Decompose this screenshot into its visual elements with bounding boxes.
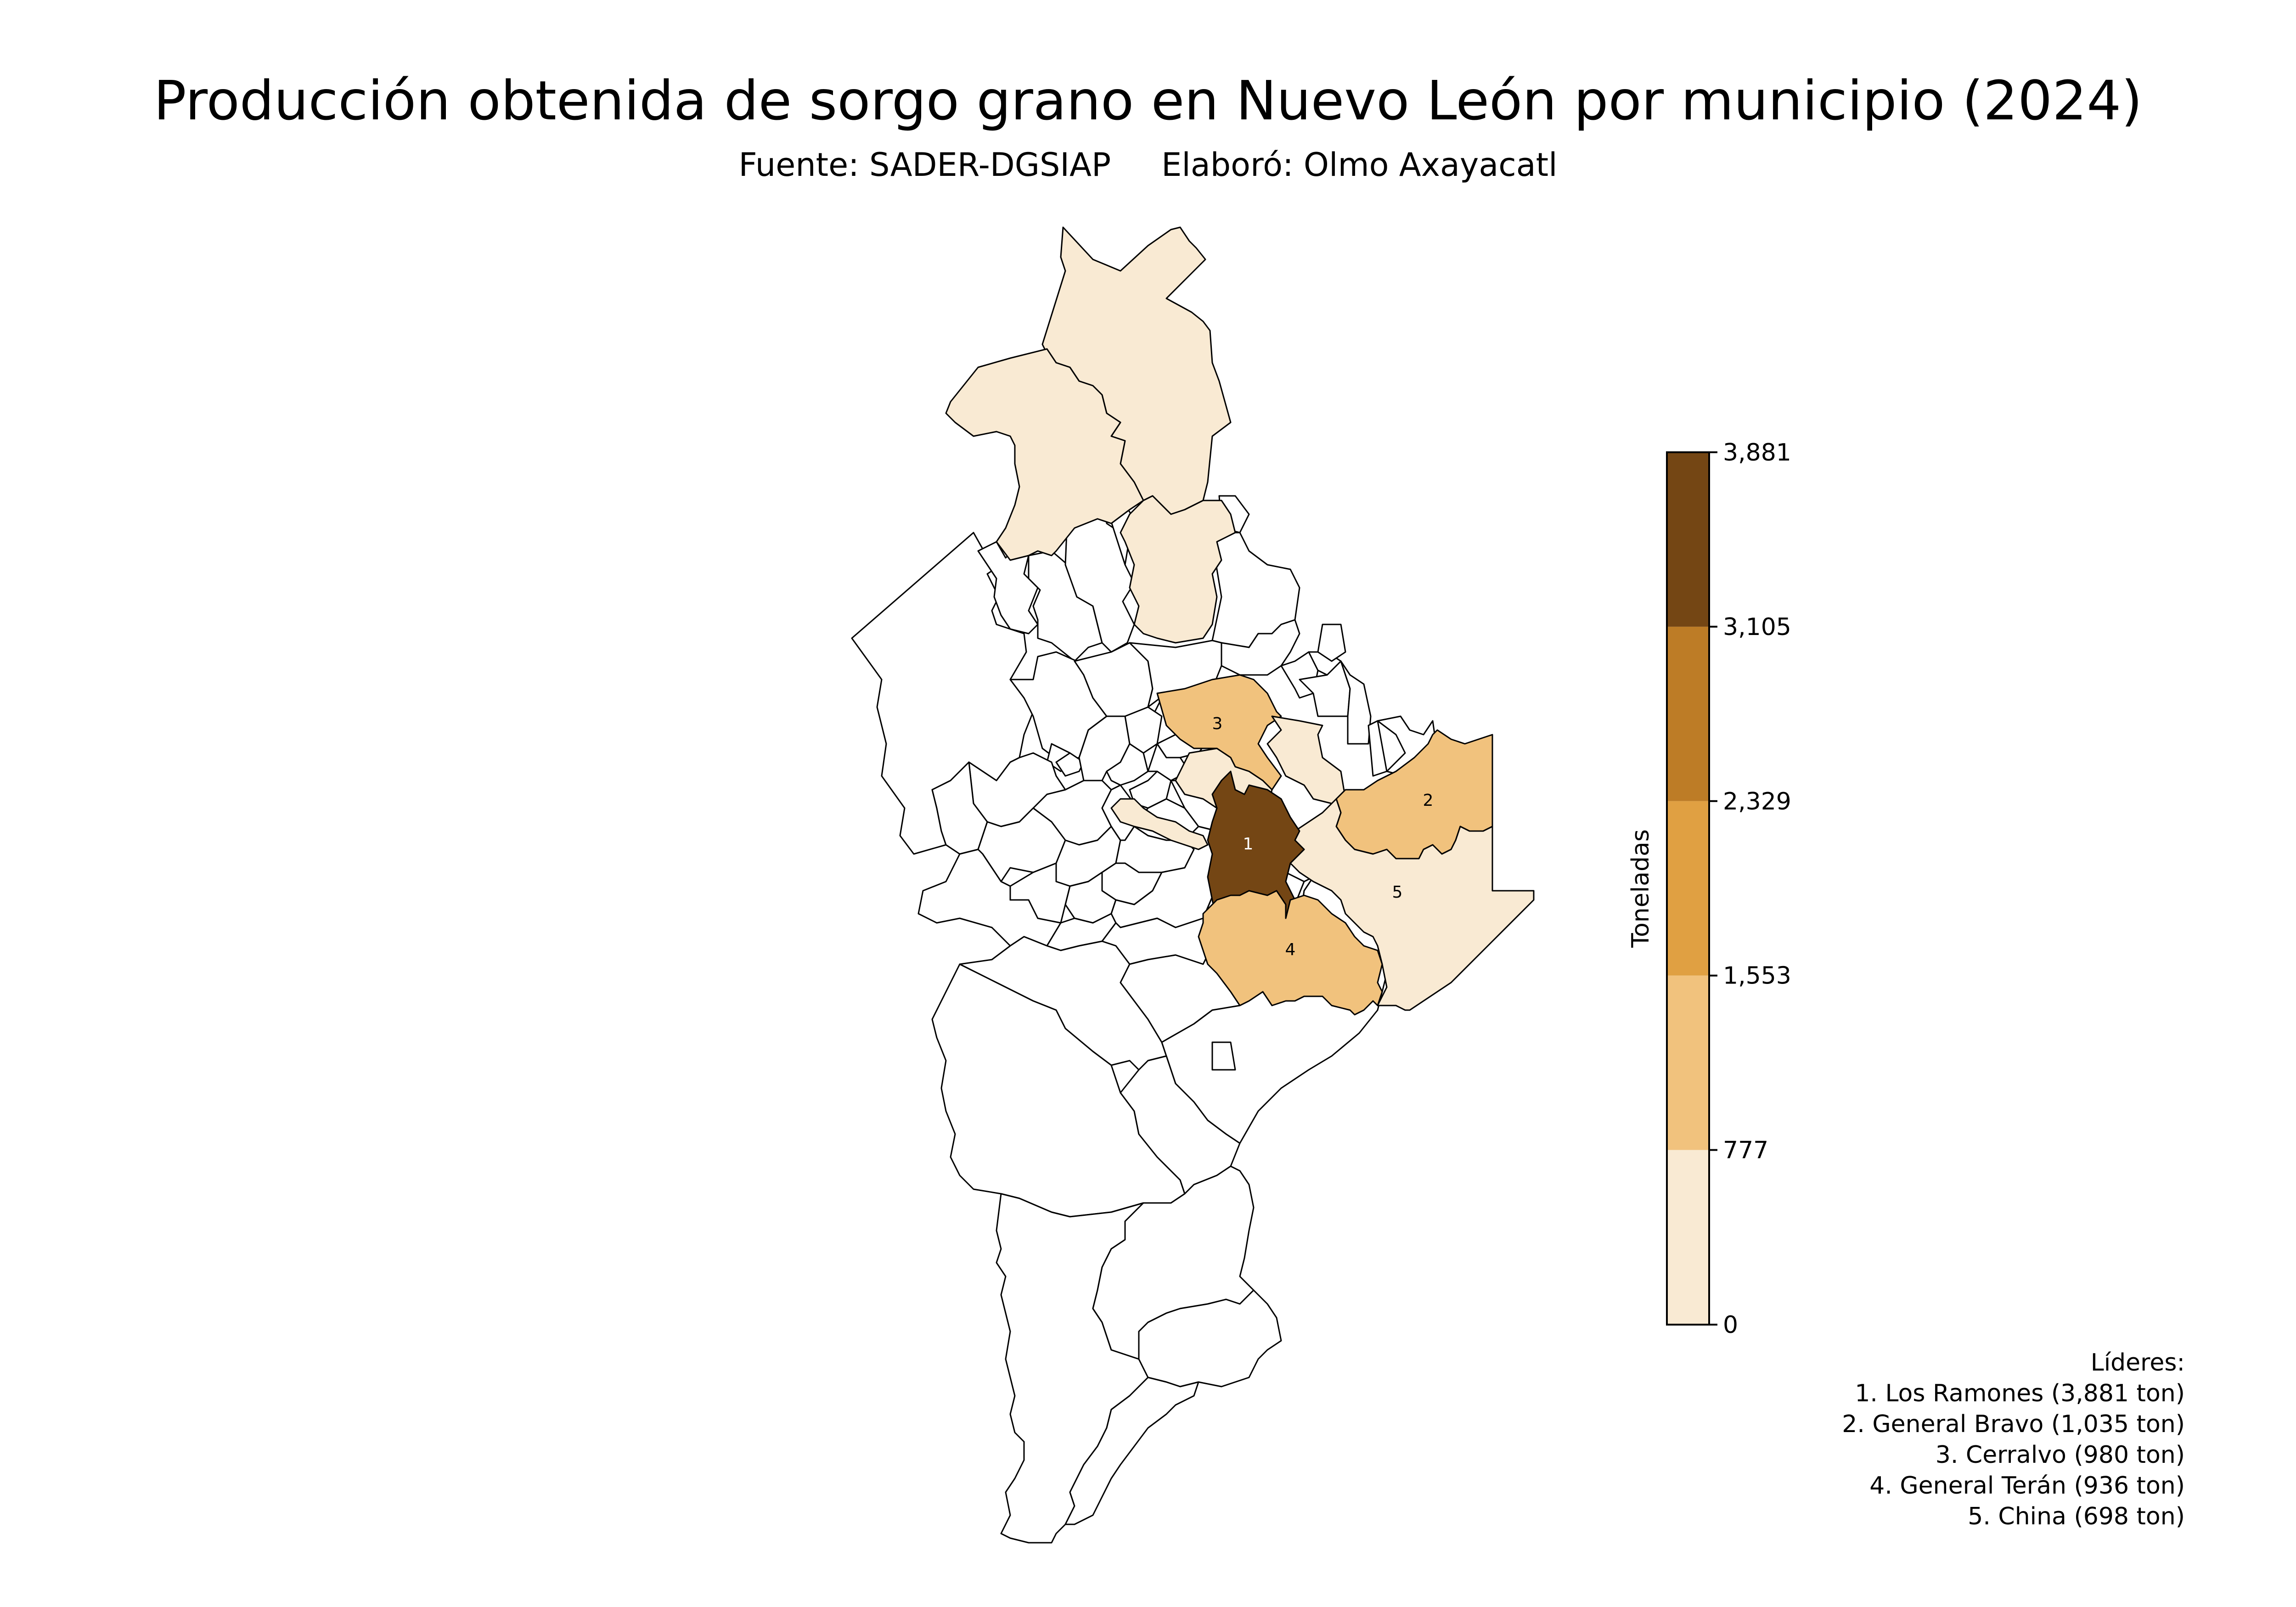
colorbar-tick-label: 3,881 — [1723, 439, 1791, 466]
leader-item: 2. General Bravo (1,035 ton) — [1842, 1410, 2185, 1438]
leader-item: 3. Cerralvo (980 ton) — [1935, 1441, 2185, 1469]
municipality-area — [1317, 624, 1346, 662]
rank-label: 1 — [1243, 835, 1254, 854]
map-title: Producción obtenida de sorgo grano en Nu… — [153, 69, 2143, 132]
colorbar-tick-label: 0 — [1723, 1311, 1738, 1339]
municipality-cerralvo — [1156, 674, 1282, 791]
municipality-general-teran — [1198, 890, 1383, 1016]
colorbar-segment — [1667, 626, 1709, 801]
leaders-heading: Líderes: — [2090, 1349, 2185, 1377]
colorbar-segment — [1667, 1150, 1709, 1325]
colorbar-frame — [1666, 451, 1710, 1326]
rank-label: 4 — [1285, 940, 1296, 959]
municipality-cienega-de-flores — [1110, 798, 1209, 850]
leader-item: 1. Los Ramones (3,881 ton) — [1855, 1380, 2185, 1407]
colorbar-tick-label: 777 — [1723, 1137, 1768, 1164]
leader-item: 4. General Terán (936 ton) — [1869, 1472, 2185, 1500]
map-subtitle: Fuente: SADER-DGSIAP Elaboró: Olmo Axayac… — [0, 146, 2296, 184]
municipality-area — [1340, 660, 1372, 745]
colorbar-segment — [1667, 801, 1709, 976]
colorbar-tick-label: 1,553 — [1723, 962, 1791, 990]
municipality-area — [1120, 1055, 1241, 1195]
municipality-area — [1377, 720, 1406, 772]
author-credit: Elaboró: Olmo Axayacatl — [1161, 146, 1558, 184]
source-credit: Fuente: SADER-DGSIAP — [738, 146, 1111, 184]
rank-label: 5 — [1392, 883, 1403, 902]
colorbar-label: Toneladas — [1627, 829, 1654, 948]
municipality-area — [1064, 1377, 1199, 1525]
leader-item: 5. China (698 ton) — [1968, 1503, 2185, 1530]
municipality-area — [1009, 862, 1071, 924]
colorbar-tick-label: 3,105 — [1723, 613, 1791, 641]
rank-label: 3 — [1212, 714, 1223, 733]
colorbar-segment — [1667, 975, 1709, 1150]
municipality-lampazos — [945, 348, 1144, 561]
municipality-area — [1211, 1041, 1236, 1071]
municipality-sabinas-hidalgo — [1120, 495, 1236, 644]
rank-label: 2 — [1423, 791, 1434, 810]
colorbar-segment — [1667, 452, 1709, 627]
colorbar-tick-label: 2,329 — [1723, 788, 1791, 815]
leaders-list: Líderes: 1. Los Ramones (3,881 ton) 2. G… — [1842, 1348, 2185, 1532]
municipality-china — [1289, 798, 1535, 1011]
